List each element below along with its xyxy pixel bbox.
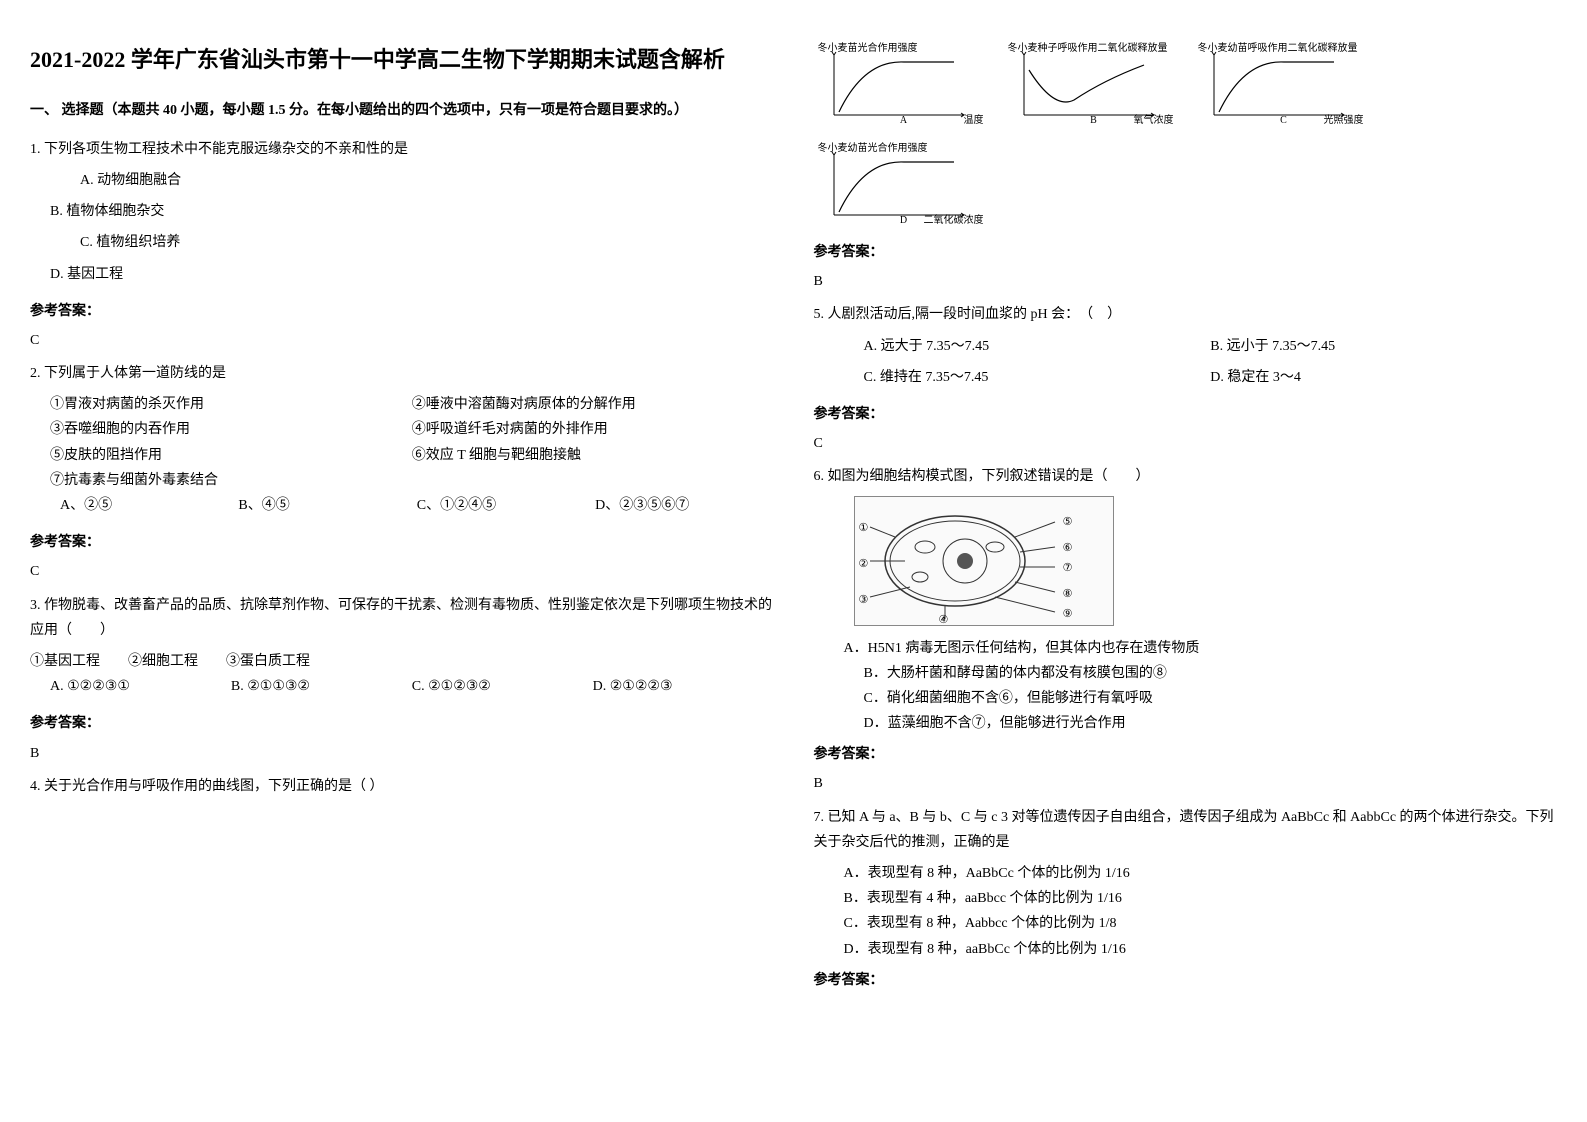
chart-c: 冬小麦幼苗呼吸作用二氧化碳释放量 光照强度 C <box>1194 40 1374 130</box>
q1-options: A. 动物细胞融合 B. 植物体细胞杂交 C. 植物组织培养 D. 基因工程 <box>50 168 774 293</box>
q4-ans: B <box>814 269 1558 294</box>
q2-items: ①胃液对病菌的杀灭作用 ②唾液中溶菌酶对病原体的分解作用 ③吞噬细胞的内吞作用 … <box>50 392 774 493</box>
q2-opt-a: A、②⑤ <box>60 493 238 518</box>
q2-i4: ④呼吸道纤毛对病菌的外排作用 <box>412 417 774 442</box>
chart-c-letter: C <box>1280 112 1287 130</box>
cell-lbl-9: ⑨ <box>1063 605 1073 625</box>
chart-a-title: 冬小麦苗光合作用强度 <box>818 40 918 58</box>
q5-opt-c: C. 维持在 7.35～7.45 <box>864 365 1211 390</box>
left-column: 2021-2022 学年广东省汕头市第十一中学高二生物下学期期末试题含解析 一、… <box>30 40 774 1001</box>
cell-lbl-8: ⑧ <box>1063 585 1073 605</box>
cell-diagram: ① ② ③ ④ ⑤ ⑥ ⑦ ⑧ ⑨ <box>854 496 1114 626</box>
q3-options: A. ①②②③① B. ②①①③② C. ②①②③② D. ②①②②③ <box>50 674 774 705</box>
section-1-header: 一、 选择题（本题共 40 小题，每小题 1.5 分。在每小题给出的四个选项中，… <box>30 98 774 123</box>
q1-ans-label: 参考答案： <box>30 299 774 324</box>
chart-a-letter: A <box>900 112 907 130</box>
q7-opt-d: D．表现型有 8 种，aaBbCc 个体的比例为 1/16 <box>844 937 1558 962</box>
q3-ans: B <box>30 741 774 766</box>
q5-ans: C <box>814 431 1558 456</box>
q5-opt-d: D. 稳定在 3～4 <box>1210 365 1557 390</box>
chart-d-letter: D <box>900 212 907 230</box>
chart-b: 冬小麦种子呼吸作用二氧化碳释放量 氧气浓度 B <box>1004 40 1184 130</box>
chart-d: 冬小麦幼苗光合作用强度 二氧化碳浓度 D <box>814 140 994 230</box>
q7-opt-c: C．表现型有 8 种，Aabbcc 个体的比例为 1/8 <box>844 911 1558 936</box>
cell-lbl-7: ⑦ <box>1063 559 1073 579</box>
page: 2021-2022 学年广东省汕头市第十一中学高二生物下学期期末试题含解析 一、… <box>30 40 1557 1001</box>
question-5: 5. 人剧烈活动后,隔一段时间血浆的 pH 会： （ ） A. 远大于 7.35… <box>814 302 1558 456</box>
chart-c-title: 冬小麦幼苗呼吸作用二氧化碳释放量 <box>1198 40 1358 58</box>
q5-text: 5. 人剧烈活动后,隔一段时间血浆的 pH 会： （ ） <box>814 302 1558 327</box>
q5-options: A. 远大于 7.35～7.45 B. 远小于 7.35～7.45 C. 维持在… <box>864 334 1558 396</box>
q6-text: 6. 如图为细胞结构模式图，下列叙述错误的是（ ） <box>814 464 1558 489</box>
q1-ans: C <box>30 328 774 353</box>
cell-lbl-4: ④ <box>939 611 949 631</box>
q2-i1: ①胃液对病菌的杀灭作用 <box>50 392 412 417</box>
q4-ans-label: 参考答案： <box>814 240 1558 265</box>
chart-a: 冬小麦苗光合作用强度 温度 A <box>814 40 994 130</box>
q7-opt-b: B．表现型有 4 种，aaBbcc 个体的比例为 1/16 <box>844 886 1558 911</box>
cell-lbl-6: ⑥ <box>1063 539 1073 559</box>
q3-opt-c: C. ②①②③② <box>412 674 593 699</box>
q5-opt-a: A. 远大于 7.35～7.45 <box>864 334 1211 359</box>
chart-d-x: 二氧化碳浓度 <box>924 212 984 230</box>
q4-text: 4. 关于光合作用与呼吸作用的曲线图，下列正确的是（ ） <box>30 774 774 799</box>
chart-a-x: 温度 <box>964 112 984 130</box>
q1-opt-b: B. 植物体细胞杂交 <box>50 199 412 224</box>
q2-i7: ⑦抗毒素与细菌外毒素结合 <box>50 468 774 493</box>
right-column: 冬小麦苗光合作用强度 温度 A 冬小麦种子呼吸作用二氧化碳释放量 <box>814 40 1558 1001</box>
cell-lbl-2: ② <box>859 555 869 575</box>
q3-sub: ①基因工程 ②细胞工程 ③蛋白质工程 <box>30 649 774 674</box>
chart-d-title: 冬小麦幼苗光合作用强度 <box>818 140 928 158</box>
q3-opt-a: A. ①②②③① <box>50 674 231 699</box>
q1-opt-a: A. 动物细胞融合 <box>80 168 442 193</box>
q3-text: 3. 作物脱毒、改善畜产品的品质、抗除草剂作物、可保存的干扰素、检测有毒物质、性… <box>30 593 774 643</box>
q2-opt-c: C、①②④⑤ <box>417 493 595 518</box>
q7-opt-a: A．表现型有 8 种，AaBbCc 个体的比例为 1/16 <box>844 861 1558 886</box>
q3-opt-d: D. ②①②②③ <box>593 674 774 699</box>
q2-i3: ③吞噬细胞的内吞作用 <box>50 417 412 442</box>
question-2: 2. 下列属于人体第一道防线的是 ①胃液对病菌的杀灭作用 ②唾液中溶菌酶对病原体… <box>30 361 774 585</box>
chart-b-title: 冬小麦种子呼吸作用二氧化碳释放量 <box>1008 40 1168 58</box>
exam-title: 2021-2022 学年广东省汕头市第十一中学高二生物下学期期末试题含解析 <box>30 40 774 80</box>
q1-opt-c: C. 植物组织培养 <box>80 230 442 255</box>
q7-text: 7. 已知 A 与 a、B 与 b、C 与 c 3 对等位遗传因子自由组合，遗传… <box>814 805 1558 855</box>
q2-options: A、②⑤ B、④⑤ C、①②④⑤ D、②③⑤⑥⑦ <box>60 493 774 524</box>
q6-opt-a: A．H5N1 病毒无图示任何结构，但其体内也存在遗传物质 <box>844 636 1558 661</box>
q3-opt-b: B. ②①①③② <box>231 674 412 699</box>
q1-opt-d: D. 基因工程 <box>50 262 412 287</box>
q2-opt-d: D、②③⑤⑥⑦ <box>595 493 773 518</box>
q5-ans-label: 参考答案： <box>814 402 1558 427</box>
cell-lbl-5: ⑤ <box>1063 513 1073 533</box>
question-1: 1. 下列各项生物工程技术中不能克服远缘杂交的不亲和性的是 A. 动物细胞融合 … <box>30 137 774 353</box>
q2-text: 2. 下列属于人体第一道防线的是 <box>30 361 774 386</box>
q6-opt-d: D．蓝藻细胞不含⑦，但能够进行光合作用 <box>864 711 1558 736</box>
cell-svg <box>855 497 1113 625</box>
chart-b-letter: B <box>1090 112 1097 130</box>
q6-opt-c: C．硝化细菌细胞不含⑥，但能够进行有氧呼吸 <box>864 686 1558 711</box>
q2-i6: ⑥效应 T 细胞与靶细胞接触 <box>412 443 774 468</box>
q6-opt-b: B．大肠杆菌和酵母菌的体内都没有核膜包围的⑧ <box>864 661 1558 686</box>
chart-b-x: 氧气浓度 <box>1134 112 1174 130</box>
chart-c-x: 光照强度 <box>1324 112 1364 130</box>
q2-i2: ②唾液中溶菌酶对病原体的分解作用 <box>412 392 774 417</box>
q3-ans-label: 参考答案： <box>30 711 774 736</box>
q6-ans: B <box>814 771 1558 796</box>
q1-text: 1. 下列各项生物工程技术中不能克服远缘杂交的不亲和性的是 <box>30 137 774 162</box>
q2-ans-label: 参考答案： <box>30 530 774 555</box>
cell-lbl-1: ① <box>859 519 869 539</box>
question-6: 6. 如图为细胞结构模式图，下列叙述错误的是（ ） <box>814 464 1558 796</box>
q6-ans-label: 参考答案： <box>814 742 1558 767</box>
cell-lbl-3: ③ <box>859 591 869 611</box>
q2-ans: C <box>30 559 774 584</box>
q2-opt-b: B、④⑤ <box>238 493 416 518</box>
q7-ans-label: 参考答案： <box>814 968 1558 993</box>
q2-i5: ⑤皮肤的阻挡作用 <box>50 443 412 468</box>
question-3: 3. 作物脱毒、改善畜产品的品质、抗除草剂作物、可保存的干扰素、检测有毒物质、性… <box>30 593 774 766</box>
question-4: 4. 关于光合作用与呼吸作用的曲线图，下列正确的是（ ） <box>30 774 774 799</box>
question-7: 7. 已知 A 与 a、B 与 b、C 与 c 3 对等位遗传因子自由组合，遗传… <box>814 805 1558 993</box>
q4-charts: 冬小麦苗光合作用强度 温度 A 冬小麦种子呼吸作用二氧化碳释放量 <box>814 40 1558 230</box>
q5-opt-b: B. 远小于 7.35～7.45 <box>1210 334 1557 359</box>
